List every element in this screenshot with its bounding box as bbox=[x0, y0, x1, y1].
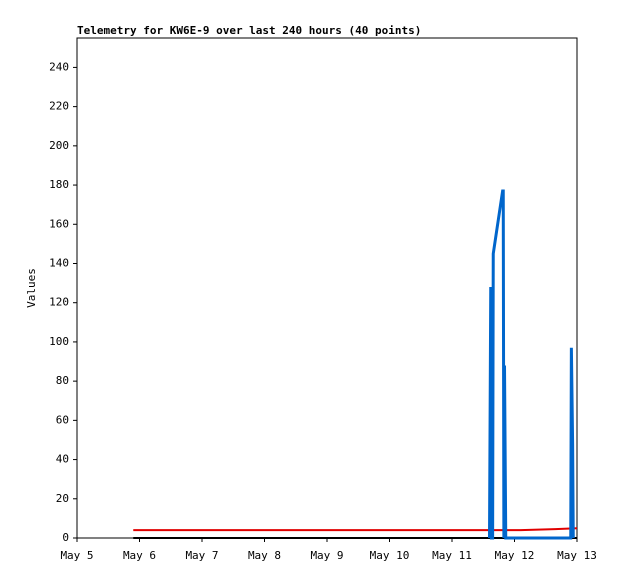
chart-title: Telemetry for KW6E-9 over last 240 hours… bbox=[77, 24, 421, 37]
y-tick-label: 180 bbox=[49, 178, 69, 191]
y-tick-label: 20 bbox=[56, 492, 69, 505]
y-tick-label: 220 bbox=[49, 100, 69, 113]
series-line bbox=[488, 189, 575, 540]
x-tick-label: May 11 bbox=[432, 549, 472, 562]
y-tick-label: 120 bbox=[49, 296, 69, 309]
x-tick-label: May 12 bbox=[495, 549, 535, 562]
x-tick-label: May 9 bbox=[310, 549, 343, 562]
y-tick-label: 80 bbox=[56, 374, 69, 387]
y-axis-label: Values bbox=[25, 268, 38, 308]
y-tick-label: 100 bbox=[49, 335, 69, 348]
y-tick-label: 140 bbox=[49, 256, 69, 269]
y-tick-label: 0 bbox=[62, 531, 69, 544]
y-tick-label: 60 bbox=[56, 413, 69, 426]
x-tick-label: May 8 bbox=[248, 549, 281, 562]
x-tick-label: May 10 bbox=[370, 549, 410, 562]
y-tick-label: 200 bbox=[49, 139, 69, 152]
x-tick-label: May 6 bbox=[123, 549, 156, 562]
y-tick-label: 240 bbox=[49, 60, 69, 73]
y-tick-label: 160 bbox=[49, 217, 69, 230]
series-line bbox=[133, 527, 578, 532]
x-tick-label: May 5 bbox=[60, 549, 93, 562]
x-tick-label: May 7 bbox=[185, 549, 218, 562]
x-tick-label: May 13 bbox=[557, 549, 597, 562]
y-tick-label: 40 bbox=[56, 453, 69, 466]
